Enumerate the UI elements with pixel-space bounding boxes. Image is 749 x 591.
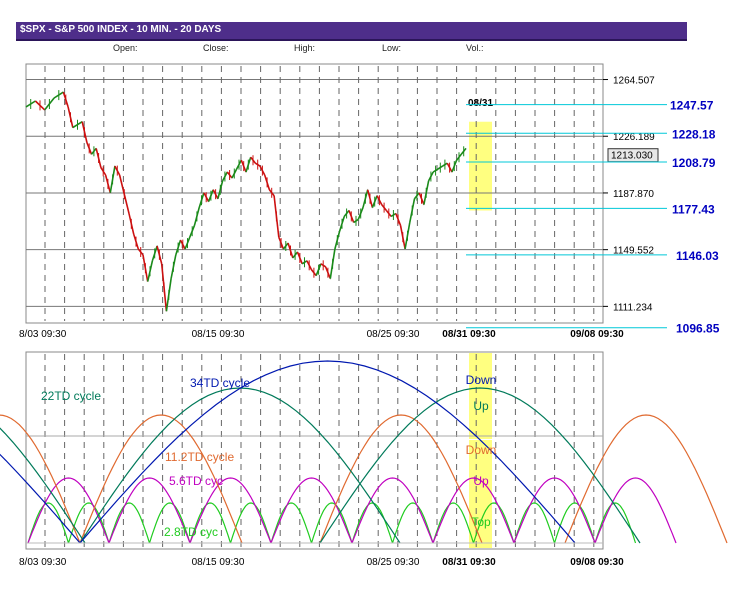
chart-title: $SPX - S&P 500 INDEX - 10 MIN. - 20 DAYS [20,24,222,35]
x-tick-label: 08/31 09:30 [442,557,496,568]
cycle-11.2td-label: 11.2TD cycle [165,450,234,464]
cycle-signal-label: Down [466,373,497,387]
cycle-2.8td-arc [391,502,434,544]
cycle-5.6td-label: 5.6TD cyc [169,474,223,488]
vol-label: Vol.: [466,43,484,53]
x-tick-label: 08/31 09:30 [442,329,496,340]
cycle-22td-arc [319,387,641,544]
y-tick-label: 1187.870 [613,189,654,200]
projection-label: 1177.43 [672,202,715,216]
cycle-2.8td-arc [553,502,596,544]
cycle-22td-label: 22TD cycle [41,389,101,403]
cycle-2.8td-arc [27,502,70,544]
projection-label: 1228.18 [672,127,716,141]
projection-label: 1096.85 [676,322,720,336]
cycle-2.8td-arc [351,502,394,544]
cycle-5.6td-arc [513,477,596,544]
cycle-2.8td-arc [270,502,313,544]
cycle-signal-label: Down [466,443,497,457]
cycle-signal-label: Up [473,474,489,488]
cycle-5.6td-arc [351,477,434,544]
y-tick-label: 1149.552 [613,246,654,257]
cycle-11.2td-arc [79,414,243,544]
close-label: Close: [203,43,229,53]
low-label: Low: [382,43,402,53]
cycle-5.6td-arc [27,477,110,544]
y-tick-label: 1111.234 [613,302,653,313]
cycle-5.6td-arc [432,477,515,544]
chart-title-bar: $SPX - S&P 500 INDEX - 10 MIN. - 20 DAYS [16,22,687,41]
ohlc-readout: Open: Close: High: Low: Vol.: [16,40,687,54]
cycle-5.6td-arc [189,477,272,544]
date-marker-label: 08/31 [468,98,493,109]
x-tick-label: 08/25 09:30 [367,329,420,340]
cycle-5.6td-arc [108,477,191,544]
x-tick-label: 09/08 09:30 [570,329,624,340]
projection-label: 1146.03 [676,249,719,263]
x-tick-label: 08/15 09:30 [192,557,245,568]
cycle-5.6td-arc [270,477,353,544]
x-tick-label: 8/03 09:30 [19,557,67,568]
x-tick-label: 09/08 09:30 [570,557,624,568]
cycle-signal-label: Up [473,399,489,413]
last-price-label: 1213.030 [611,151,653,162]
projection-label: 1208.79 [672,156,716,170]
x-tick-label: 08/15 09:30 [192,329,245,340]
cycle-2.8td-arc [472,502,515,544]
y-tick-label: 1226.189 [613,132,655,143]
cycle-11.2td-arc [564,414,728,544]
cycle-2.8td-arc [148,502,191,544]
cycle-2.8td-arc [310,502,353,544]
cycle-2.8td-label: 2.8TD cyc [164,525,218,539]
cycle-5.6td-arc [594,477,677,544]
cycle-11.2td-arc [319,414,483,544]
cycle-2.8td-arc [67,502,110,544]
cycle-2.8td-arc [108,502,151,544]
x-tick-label: 08/25 09:30 [367,557,420,568]
cycle-22td-arc [0,427,86,544]
date-highlight-band [469,121,492,211]
price-panel-frame [25,63,604,324]
cycle-34td-label: 34TD cycle [190,376,250,390]
cycle-2.8td-arc [229,502,272,544]
cycle-panel-frame [25,351,604,550]
open-label: Open: [113,43,138,53]
cycle-11.2td-arc [0,414,81,544]
x-tick-label: 8/03 09:30 [19,329,67,340]
high-label: High: [294,43,316,53]
cycle-2.8td-arc [513,502,556,544]
cycle-highlight-band [469,440,492,548]
y-tick-label: 1264.507 [613,76,655,87]
cycle-2.8td-arc [594,502,637,544]
projection-label: 1247.57 [670,99,714,113]
cycle-2.8td-arc [189,502,232,544]
cycle-2.8td-arc [432,502,475,544]
cycle-34td-arc [79,360,576,544]
cycle-signal-label: Top [471,515,491,529]
cycle-highlight-band [469,353,492,439]
